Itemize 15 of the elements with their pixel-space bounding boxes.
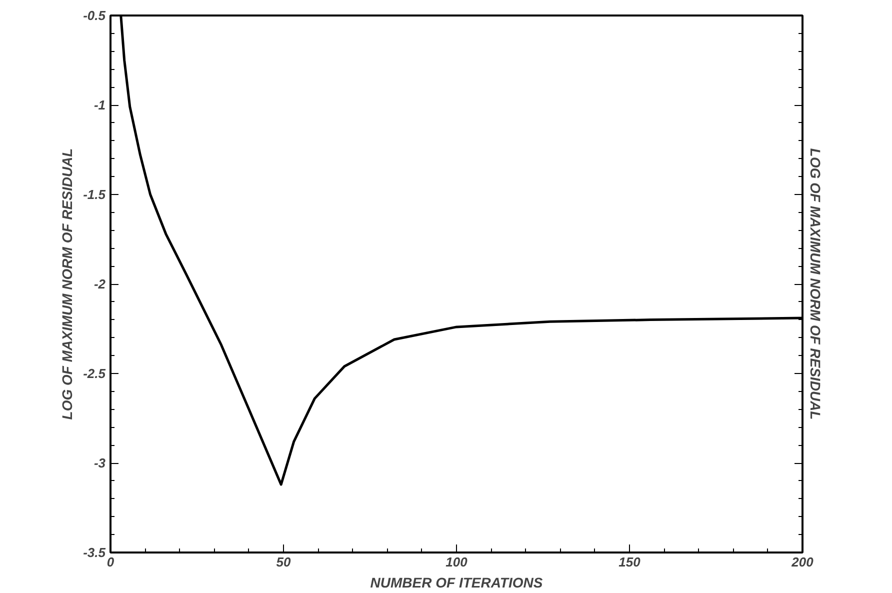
x-tick-label: 200 (790, 554, 814, 570)
x-tick-label: 0 (106, 554, 115, 570)
y-tick-label: -0.5 (83, 8, 106, 23)
x-tick-label: 100 (446, 554, 468, 570)
y-tick-label: -3.5 (83, 545, 106, 560)
x-axis-title: NUMBER OF ITERATIONS (370, 574, 544, 590)
x-tick-label: 150 (618, 554, 642, 570)
y-axis-title: LOG OF MAXIMUM NORM OF RESIDUAL (59, 148, 76, 420)
y-tick-label: -2.5 (83, 366, 106, 381)
x-tick-label: 50 (276, 554, 292, 570)
y-tick-label: -3 (94, 456, 106, 470)
y-tick-label: -1 (94, 98, 106, 112)
y-tick-label: -1.5 (83, 187, 106, 202)
y2-axis-title: LOG OF MAXIMUM NORM OF RESIDUAL (808, 148, 824, 420)
y-tick-label: -2 (94, 276, 106, 292)
